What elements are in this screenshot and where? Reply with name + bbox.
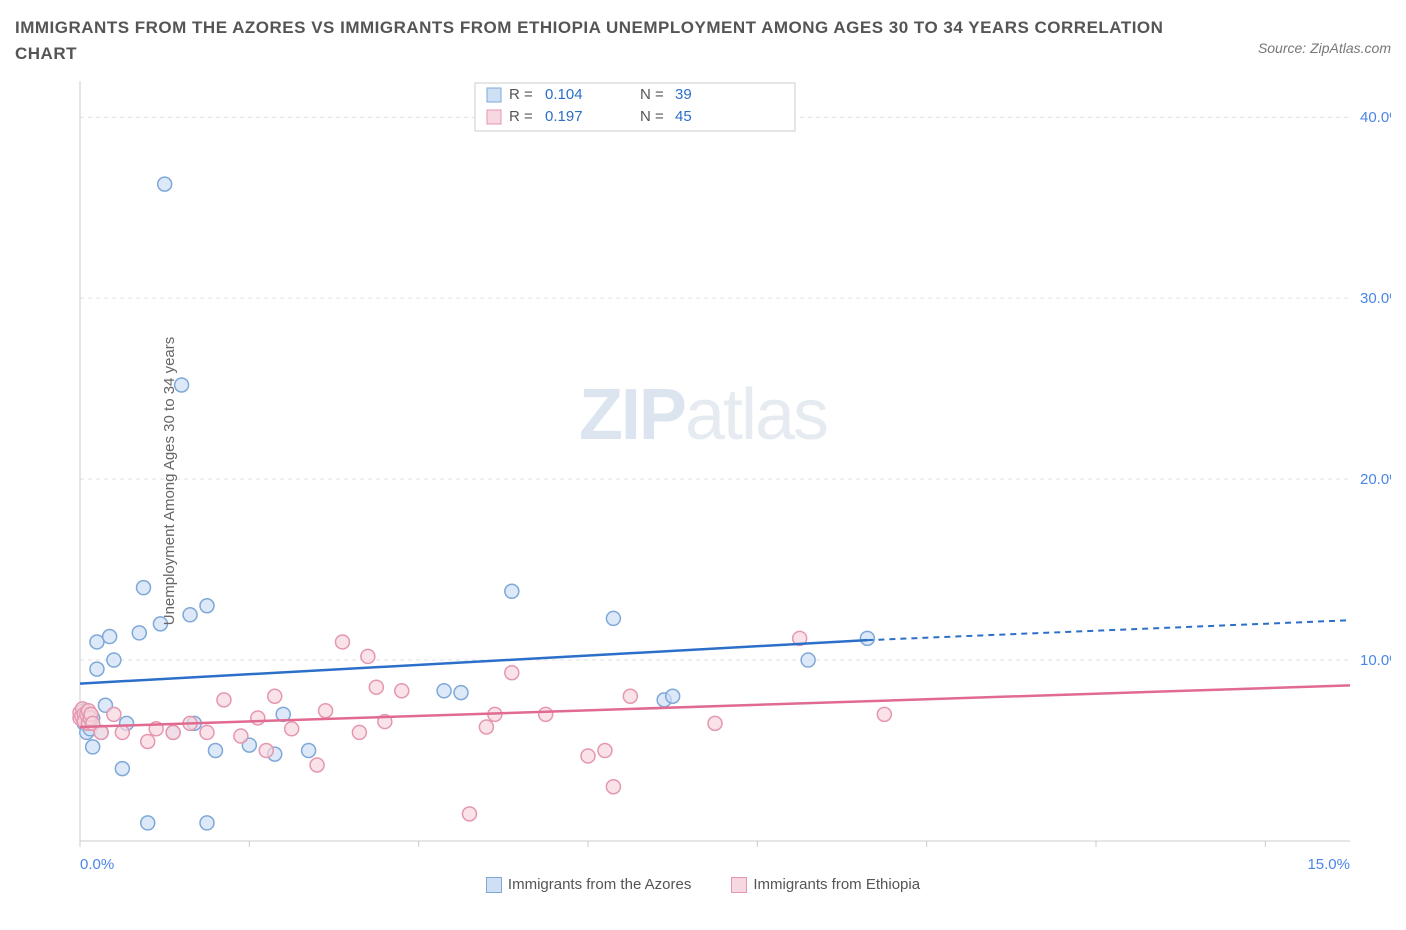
bottom-legend: Immigrants from the Azores Immigrants fr… xyxy=(15,876,1391,893)
svg-text:0.104: 0.104 xyxy=(545,86,583,103)
svg-text:0.0%: 0.0% xyxy=(80,856,114,873)
y-axis-label: Unemployment Among Ages 30 to 34 years xyxy=(161,337,178,626)
svg-text:30.0%: 30.0% xyxy=(1360,290,1391,307)
svg-text:15.0%: 15.0% xyxy=(1307,856,1350,873)
svg-text:45: 45 xyxy=(675,108,692,125)
scatter-chart: 10.0% 20.0% 30.0% 40.0% 0.0% 15.0% R = 0.104 N =… xyxy=(15,71,1391,891)
svg-text:39: 39 xyxy=(675,86,692,103)
svg-text:R =: R = xyxy=(509,86,533,103)
legend-label-azores: Immigrants from the Azores xyxy=(508,876,691,893)
legend-item-ethiopia: Immigrants from Ethiopia xyxy=(731,876,920,893)
svg-text:N =: N = xyxy=(640,108,664,125)
svg-text:40.0%: 40.0% xyxy=(1360,109,1391,126)
chart-container: Unemployment Among Ages 30 to 34 years Z… xyxy=(15,71,1391,891)
source-label: Source: ZipAtlas.com xyxy=(1258,40,1391,56)
legend-label-ethiopia: Immigrants from Ethiopia xyxy=(753,876,920,893)
legend-item-azores: Immigrants from the Azores xyxy=(486,876,691,893)
svg-text:10.0%: 10.0% xyxy=(1360,652,1391,669)
svg-text:20.0%: 20.0% xyxy=(1360,471,1391,488)
svg-text:N =: N = xyxy=(640,86,664,103)
header-row: IMMIGRANTS FROM THE AZORES VS IMMIGRANTS… xyxy=(15,15,1391,66)
legend-swatch-azores xyxy=(486,877,502,893)
legend-swatch-ethiopia xyxy=(731,877,747,893)
svg-text:R =: R = xyxy=(509,108,533,125)
chart-title: IMMIGRANTS FROM THE AZORES VS IMMIGRANTS… xyxy=(15,15,1165,66)
svg-text:0.197: 0.197 xyxy=(545,108,583,125)
